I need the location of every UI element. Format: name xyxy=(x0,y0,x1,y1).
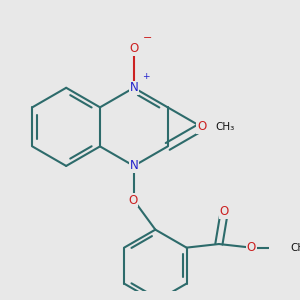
Text: CH₃: CH₃ xyxy=(290,243,300,253)
Text: O: O xyxy=(128,194,137,207)
Text: O: O xyxy=(129,42,139,55)
Text: O: O xyxy=(220,205,229,218)
Text: −: − xyxy=(142,33,152,43)
Text: N: N xyxy=(130,81,138,94)
Text: +: + xyxy=(142,72,150,81)
Text: N: N xyxy=(130,159,138,172)
Text: O: O xyxy=(247,241,256,254)
Text: O: O xyxy=(197,120,206,134)
Text: CH₃: CH₃ xyxy=(215,122,234,132)
